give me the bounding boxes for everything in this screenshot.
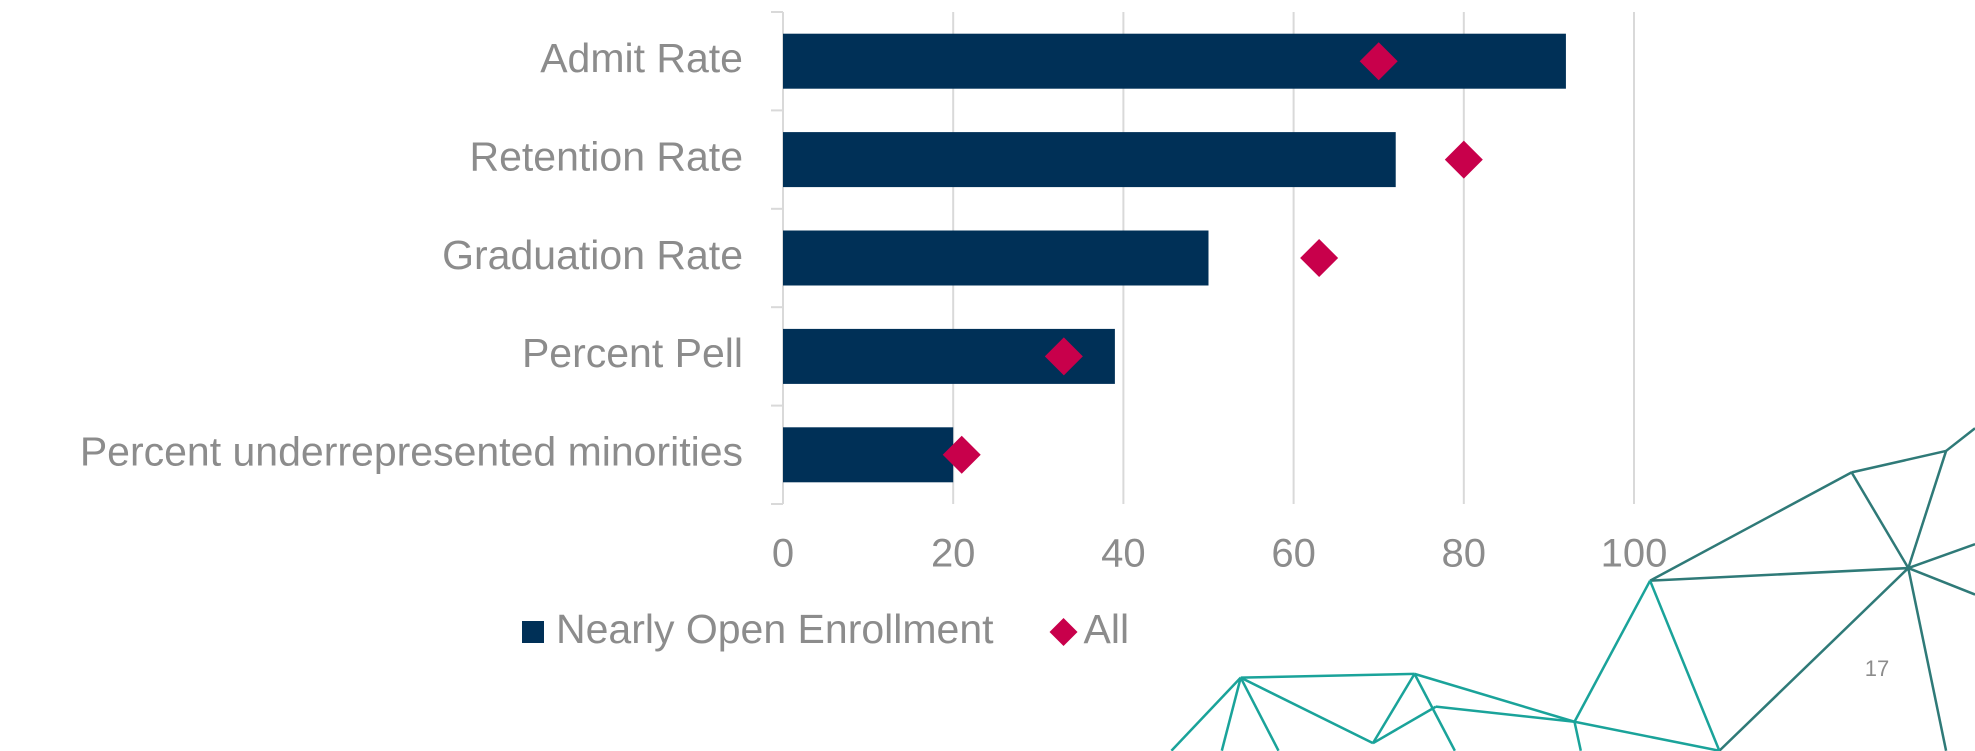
legend-swatch bbox=[1049, 618, 1078, 646]
y-tick-label: Percent underrepresented minorities bbox=[80, 429, 743, 475]
diamond-marker bbox=[1444, 140, 1483, 179]
y-tick-label: Retention Rate bbox=[469, 133, 743, 179]
diamond-marker bbox=[1300, 239, 1339, 277]
x-tick-label: 20 bbox=[931, 532, 976, 576]
legend-label: Nearly Open Enrollment bbox=[556, 606, 994, 652]
decoration bbox=[1170, 427, 1975, 751]
bar bbox=[783, 427, 954, 483]
diamond-marker bbox=[1359, 42, 1398, 81]
bar bbox=[783, 230, 1209, 286]
x-tick-label: 80 bbox=[1442, 532, 1487, 576]
y-tick-label: Percent Pell bbox=[522, 330, 743, 376]
bar bbox=[783, 33, 1566, 89]
diamond-marker bbox=[1044, 337, 1083, 376]
x-tick-label: 100 bbox=[1601, 532, 1668, 576]
x-tick-label: 40 bbox=[1101, 532, 1146, 576]
x-tick-label: 0 bbox=[772, 532, 794, 576]
bar bbox=[783, 132, 1396, 188]
legend-swatch bbox=[522, 621, 544, 643]
diamond-marker bbox=[942, 435, 981, 474]
x-tick-label: 60 bbox=[1271, 532, 1316, 576]
y-tick-label: Admit Rate bbox=[540, 35, 743, 81]
legend-label: All bbox=[1084, 606, 1130, 652]
y-tick-label: Graduation Rate bbox=[442, 232, 743, 278]
page-number: 17 bbox=[1865, 656, 1889, 681]
